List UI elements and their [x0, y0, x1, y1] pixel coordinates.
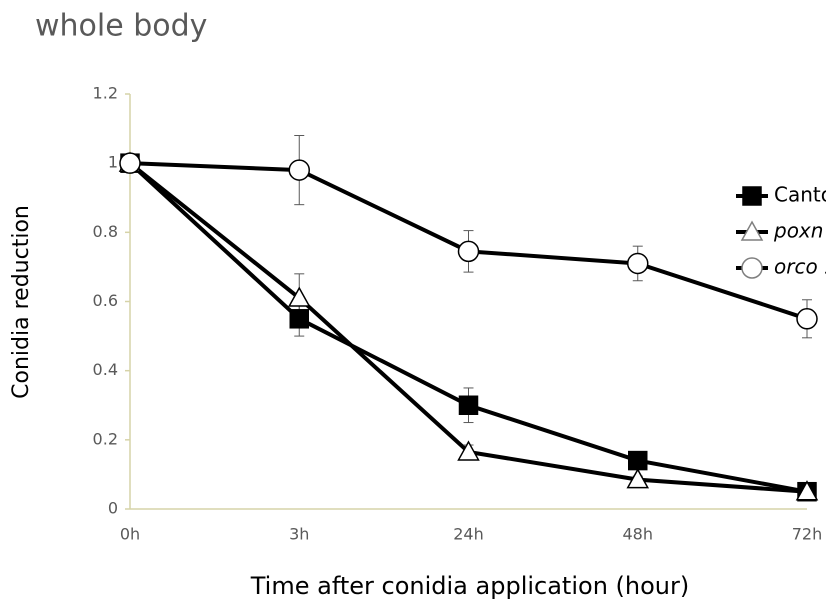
legend-entry: Canton-S — [736, 183, 826, 207]
marker — [627, 252, 649, 275]
marker — [796, 308, 818, 330]
x-tick-label: 3h — [289, 525, 309, 544]
y-tick-label: 1 — [108, 153, 118, 172]
marker — [457, 240, 480, 263]
legend-entry: orco 1 — [736, 255, 826, 279]
y-tick-label: 0.6 — [93, 291, 118, 310]
marker — [741, 257, 763, 279]
marker — [287, 286, 311, 307]
x-tick-label: 24h — [453, 525, 484, 544]
marker — [742, 186, 762, 206]
y-tick-label: 0.4 — [93, 360, 118, 379]
marker — [458, 395, 479, 415]
marker — [626, 468, 650, 489]
y-tick-label: 0.8 — [93, 222, 118, 241]
marker — [795, 480, 819, 501]
legend-label: Canton-S — [774, 183, 826, 207]
marker — [289, 309, 309, 329]
y-axis-label: Conidia reduction — [9, 205, 34, 399]
x-tick-label: 48h — [623, 525, 654, 544]
legend-label: orco 1 — [774, 255, 826, 279]
x-tick-label: 0h — [120, 525, 140, 544]
legend-label: poxn 70 — [773, 219, 826, 243]
marker — [457, 440, 480, 461]
y-tick-label: 0.2 — [93, 429, 118, 448]
marker — [740, 220, 764, 241]
legend-entry: poxn 70 — [736, 219, 826, 243]
marker — [288, 159, 310, 181]
chart-title: whole body — [35, 9, 207, 44]
marker — [628, 450, 648, 471]
x-tick-label: 72h — [792, 525, 823, 544]
x-axis-label: Time after conidia application (hour) — [250, 572, 689, 600]
y-tick-label: 1.2 — [93, 84, 118, 103]
marker — [119, 152, 141, 174]
y-tick-label: 0 — [108, 499, 118, 518]
